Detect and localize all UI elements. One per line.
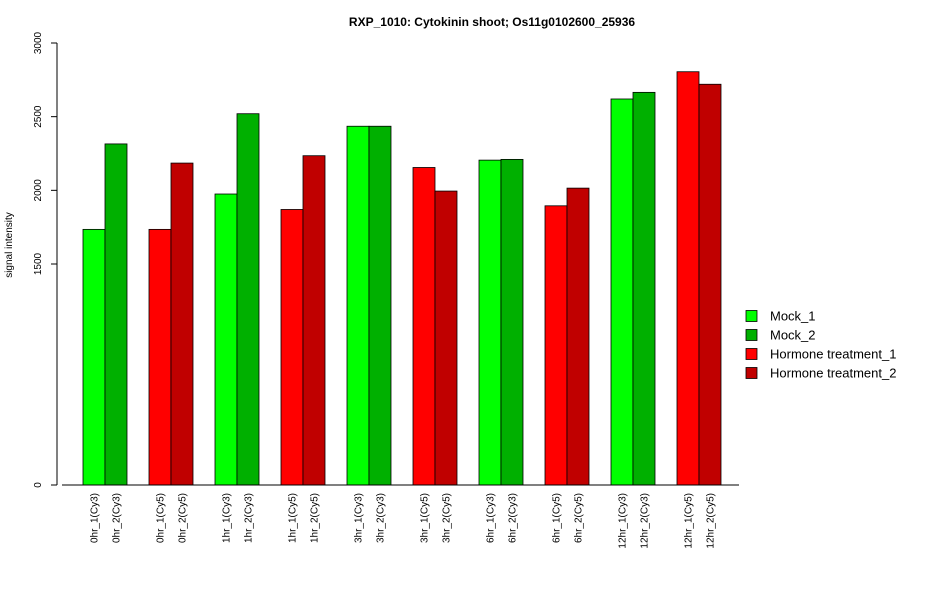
x-tick-label: 0hr_1(Cy5) (156, 493, 167, 543)
legend-swatch (745, 310, 758, 322)
bar (698, 83, 722, 486)
bar (544, 205, 568, 486)
bar (566, 187, 590, 486)
plot-area (82, 71, 722, 486)
y-tick-label: 2500 (33, 105, 44, 128)
x-tick-label: 3hr_2(Cy5) (442, 493, 453, 543)
x-tick-label: 1hr_2(Cy5) (310, 493, 321, 543)
bar (632, 91, 656, 486)
bar (82, 228, 106, 486)
bar (104, 143, 128, 486)
x-tick-label: 3hr_2(Cy3) (376, 493, 387, 543)
y-tick-label: 3000 (33, 31, 44, 54)
bar (434, 190, 458, 486)
bar (676, 71, 700, 486)
bar (610, 98, 634, 486)
bar (478, 159, 502, 486)
x-tick-label: 0hr_2(Cy5) (178, 493, 189, 543)
x-tick-label: 12hr_2(Cy3) (640, 493, 651, 549)
x-tick-label: 1hr_1(Cy3) (222, 493, 233, 543)
bar (346, 125, 370, 486)
x-tick-label: 6hr_1(Cy3) (486, 493, 497, 543)
x-tick-label: 0hr_1(Cy3) (90, 493, 101, 543)
bar (368, 125, 392, 486)
x-axis: 0hr_1(Cy3) 0hr_2(Cy3) 0hr_1(Cy5) 0hr_2(Cy5)… (62, 484, 739, 549)
y-axis-label: signal intensity (4, 212, 15, 278)
x-tick-label: 6hr_2(Cy5) (574, 493, 585, 543)
y-tick-label: 1500 (33, 252, 44, 275)
x-tick-label: 6hr_2(Cy3) (508, 493, 519, 543)
legend-swatch (745, 329, 758, 341)
x-tick-label: 1hr_2(Cy3) (244, 493, 255, 543)
legend-label: Mock_1 (770, 309, 816, 324)
x-tick-label: 12hr_1(Cy5) (684, 493, 695, 549)
x-tick-label: 12hr_2(Cy5) (706, 493, 717, 549)
legend-label: Hormone treatment_2 (770, 366, 896, 381)
legend-swatch (745, 348, 758, 360)
chart-title: RXP_1010: Cytokinin shoot; Os11g0102600_… (349, 15, 635, 29)
x-tick-label: 1hr_1(Cy5) (288, 493, 299, 543)
x-tick-label: 3hr_1(Cy5) (420, 493, 431, 543)
legend: Mock_1 Mock_2 Hormone treatment_1 Hormone t… (745, 309, 896, 381)
x-tick-label: 0hr_2(Cy3) (112, 493, 123, 543)
legend-label: Mock_2 (770, 328, 816, 343)
bar (148, 228, 172, 486)
x-tick-label: 6hr_1(Cy5) (552, 493, 563, 543)
bar (214, 193, 238, 486)
legend-swatch (745, 367, 758, 379)
x-tick-label: 3hr_1(Cy3) (354, 493, 365, 543)
y-axis: 0 1500 2000 2500 3000 (33, 31, 58, 488)
bar (302, 155, 326, 486)
legend-label: Hormone treatment_1 (770, 347, 896, 362)
x-tick-label: 12hr_1(Cy3) (618, 493, 629, 549)
bar (280, 209, 304, 486)
bar (412, 167, 436, 486)
bar (500, 158, 524, 486)
bar (236, 113, 260, 486)
y-tick-label: 0 (33, 482, 44, 488)
y-tick-label: 2000 (33, 179, 44, 202)
bar (170, 162, 194, 486)
